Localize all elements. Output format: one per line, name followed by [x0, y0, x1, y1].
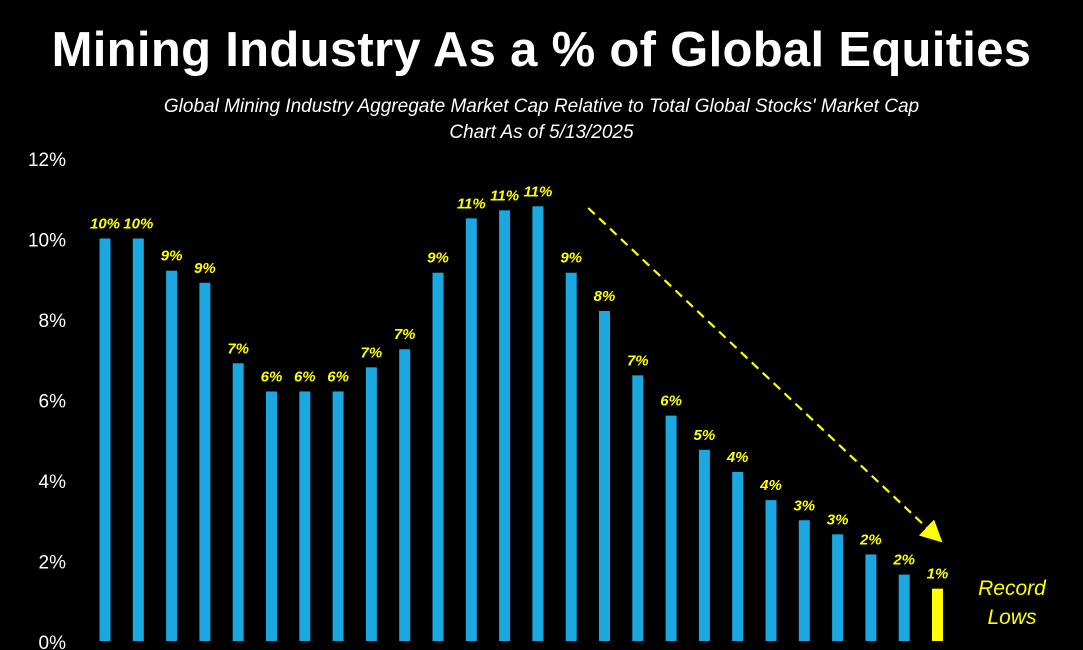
bar	[765, 500, 777, 641]
bar	[199, 282, 211, 641]
chart-subtitle: Global Mining Industry Aggregate Market …	[0, 94, 1083, 146]
bar	[299, 391, 311, 641]
subtitle-line-2: Chart As of 5/13/2025	[449, 122, 634, 143]
data-label: 6%	[660, 393, 682, 410]
data-label: 8%	[594, 288, 616, 305]
data-label: 4%	[726, 449, 749, 466]
bar	[232, 363, 244, 641]
data-label: 10%	[90, 216, 120, 233]
data-label: 11%	[523, 183, 552, 200]
y-tick-label: 6%	[39, 392, 67, 413]
data-label: 6%	[261, 368, 283, 385]
data-label: 7%	[627, 352, 649, 369]
data-label: 7%	[394, 326, 416, 343]
data-label: 5%	[694, 427, 716, 444]
bar	[532, 206, 544, 642]
y-tick-label: 12%	[28, 150, 66, 171]
data-label: 6%	[327, 368, 349, 385]
data-label: 2%	[892, 552, 915, 569]
bar	[99, 238, 111, 641]
bar	[698, 449, 710, 641]
subtitle-line-1: Global Mining Industry Aggregate Market …	[163, 96, 920, 117]
data-label: 9%	[560, 250, 582, 267]
bar	[665, 415, 677, 641]
data-label: 4%	[759, 477, 782, 494]
annotation-line: Lows	[987, 606, 1037, 629]
data-label: 3%	[793, 497, 815, 514]
bar	[166, 270, 178, 641]
bar	[399, 349, 411, 641]
data-label: 7%	[227, 340, 249, 357]
y-tick-label: 2%	[39, 553, 67, 574]
data-label: 9%	[194, 260, 216, 277]
annotation-line: Record	[978, 577, 1047, 600]
data-label: 10%	[123, 216, 153, 233]
data-labels: 10% 10%9%9%7%6% 6% 6%7%7%9%11% 11% 11%9%8%7%6…	[90, 183, 948, 582]
data-label: 3%	[827, 511, 849, 528]
bar	[132, 238, 144, 641]
y-tick-label: 0%	[39, 633, 67, 650]
y-tick-label: 8%	[39, 311, 67, 332]
bar	[332, 391, 344, 641]
y-tick-label: 4%	[39, 472, 67, 493]
bar	[798, 520, 810, 641]
bar	[432, 272, 444, 641]
bar	[865, 554, 877, 641]
bar-series	[99, 206, 943, 642]
data-label: 11%	[490, 187, 519, 204]
bar	[832, 534, 844, 641]
bar	[932, 588, 943, 641]
chart-title: Mining Industry As a % of Global Equitie…	[51, 23, 1032, 77]
data-label: 1%	[927, 566, 949, 583]
bar	[565, 272, 577, 641]
data-label: 11%	[457, 195, 486, 212]
bar	[732, 471, 744, 641]
data-label: 9%	[161, 248, 183, 265]
data-label: 7%	[361, 344, 383, 361]
y-axis: 0% 2% 4% 6% 8% 10% 12%	[28, 150, 66, 650]
bar	[266, 391, 277, 641]
data-label: 9%	[427, 250, 449, 267]
bar	[365, 367, 377, 641]
bar	[898, 574, 910, 641]
bar	[599, 310, 610, 641]
data-label: 6%	[294, 368, 316, 385]
bar	[465, 218, 477, 641]
bar	[499, 210, 511, 641]
y-tick-label: 10%	[28, 231, 66, 252]
record-lows-annotation: Record Lows	[978, 577, 1047, 629]
data-label: 2%	[859, 531, 882, 548]
bar	[632, 375, 644, 641]
trend-arrow	[587, 207, 943, 543]
